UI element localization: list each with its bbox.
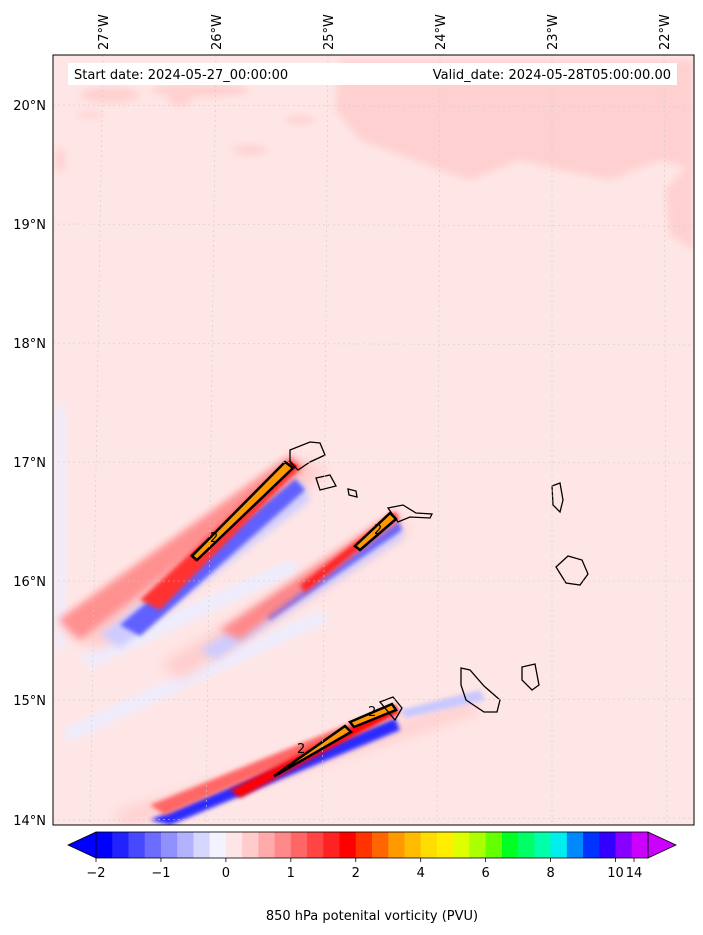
colorbar-frame: [95, 831, 649, 859]
colorbar-swatch: [501, 832, 519, 858]
contour-label-south-2: 2: [368, 705, 376, 720]
contour-label-middle: 2: [374, 523, 382, 538]
colorbar-swatch: [534, 832, 552, 858]
colorbar-extend-max: [647, 831, 677, 859]
lat-tick-label: 17°N: [13, 456, 46, 471]
colorbar-swatch: [485, 832, 503, 858]
latitude-tick-labels: 14°N 15°N 16°N 17°N 18°N 19°N 20°N: [13, 99, 46, 829]
colorbar-swatch: [469, 832, 487, 858]
colorbar-swatch: [96, 832, 113, 858]
colorbar-swatch: [177, 832, 194, 858]
colorbar-swatch: [144, 832, 162, 858]
lon-tick-label: 24°W: [434, 14, 449, 50]
colorbar-tick-label: 6: [482, 866, 490, 881]
colorbar-swatch: [631, 832, 649, 858]
colorbar-swatch: [225, 832, 243, 858]
lon-tick-label: 26°W: [210, 14, 225, 50]
colorbar-swatch: [128, 832, 146, 858]
lat-tick-label: 16°N: [13, 575, 46, 590]
colorbar-tick-label: 2: [352, 866, 360, 881]
longitude-tick-labels: 27°W 26°W 25°W 24°W 23°W 22°W: [97, 14, 673, 50]
contour-label-south-1: 2: [297, 742, 305, 757]
colorbar-tick-label: 8: [546, 866, 554, 881]
colorbar-swatch: [550, 832, 568, 858]
lat-tick-label: 14°N: [13, 814, 46, 829]
colorbar: [67, 831, 677, 859]
middle-streak: [160, 511, 410, 680]
colorbar-swatch: [355, 832, 373, 858]
colorbar-tick-label: −1: [151, 866, 170, 881]
colorbar-label: 850 hPa potenital vorticity (PVU): [266, 909, 478, 924]
colorbar-swatch: [388, 832, 405, 858]
colorbar-swatch: [420, 832, 438, 858]
colorbar-swatch: [112, 832, 129, 858]
colorbar-swatch: [242, 832, 259, 858]
colorbar-swatch: [566, 832, 584, 858]
colorbar-swatch: [323, 832, 341, 858]
lon-tick-label: 27°W: [97, 14, 112, 50]
gridlines: [53, 55, 694, 825]
lat-tick-label: 15°N: [13, 694, 46, 709]
colorbar-swatch: [436, 832, 454, 858]
northern-streak: [58, 455, 330, 650]
southern-streak: [110, 690, 485, 825]
colorbar-tick-label: 0: [222, 866, 230, 881]
colorbar-swatch: [339, 832, 357, 858]
colorbar-extend-min: [67, 831, 97, 859]
colorbar-swatch: [372, 832, 389, 858]
colorbar-swatch: [615, 832, 633, 858]
colorbar-swatch: [193, 832, 211, 858]
faint-negative-pv: [56, 405, 330, 742]
start-date-text: Start date: 2024-05-27_00:00:00: [74, 68, 288, 83]
colorbar-tick-label: −2: [86, 866, 105, 881]
colorbar-tick-label: 10: [607, 866, 624, 881]
colorbar-tick-label: 4: [417, 866, 425, 881]
lon-tick-label: 23°W: [546, 14, 561, 50]
colorbar-swatch: [209, 832, 227, 858]
date-box: [68, 63, 677, 85]
lat-tick-label: 20°N: [13, 99, 46, 114]
lon-tick-label: 22°W: [658, 14, 673, 50]
colorbar-swatch: [160, 832, 178, 858]
colorbar-swatch: [518, 832, 535, 858]
colorbar-swatch: [290, 832, 308, 858]
colorbar-swatch: [453, 832, 470, 858]
contour-label-north: 2: [210, 531, 218, 546]
colorbar-swatch: [307, 832, 324, 858]
lat-tick-label: 18°N: [13, 337, 46, 352]
island-outlines: [289, 441, 589, 722]
colorbar-tick-labels: −2 −1 0 1 2 4 6 8 10 14: [86, 858, 642, 881]
colorbar-tick-label: 1: [287, 866, 295, 881]
valid-date-text: Valid_date: 2024-05-28T05:00:00.00: [433, 68, 671, 83]
lon-tick-label: 25°W: [322, 14, 337, 50]
colorbar-tick-label: 14: [626, 866, 643, 881]
colorbar-swatch: [599, 832, 617, 858]
map-field: 2 2 2 2: [53, 55, 694, 825]
plot-frame: [52, 54, 695, 826]
colorbar-swatch: [258, 832, 276, 858]
colorbar-swatch: [404, 832, 422, 858]
northern-high-pv-region: [55, 60, 694, 250]
lat-tick-label: 19°N: [13, 218, 46, 233]
colorbar-swatch: [583, 832, 600, 858]
colorbar-swatch: [274, 832, 292, 858]
